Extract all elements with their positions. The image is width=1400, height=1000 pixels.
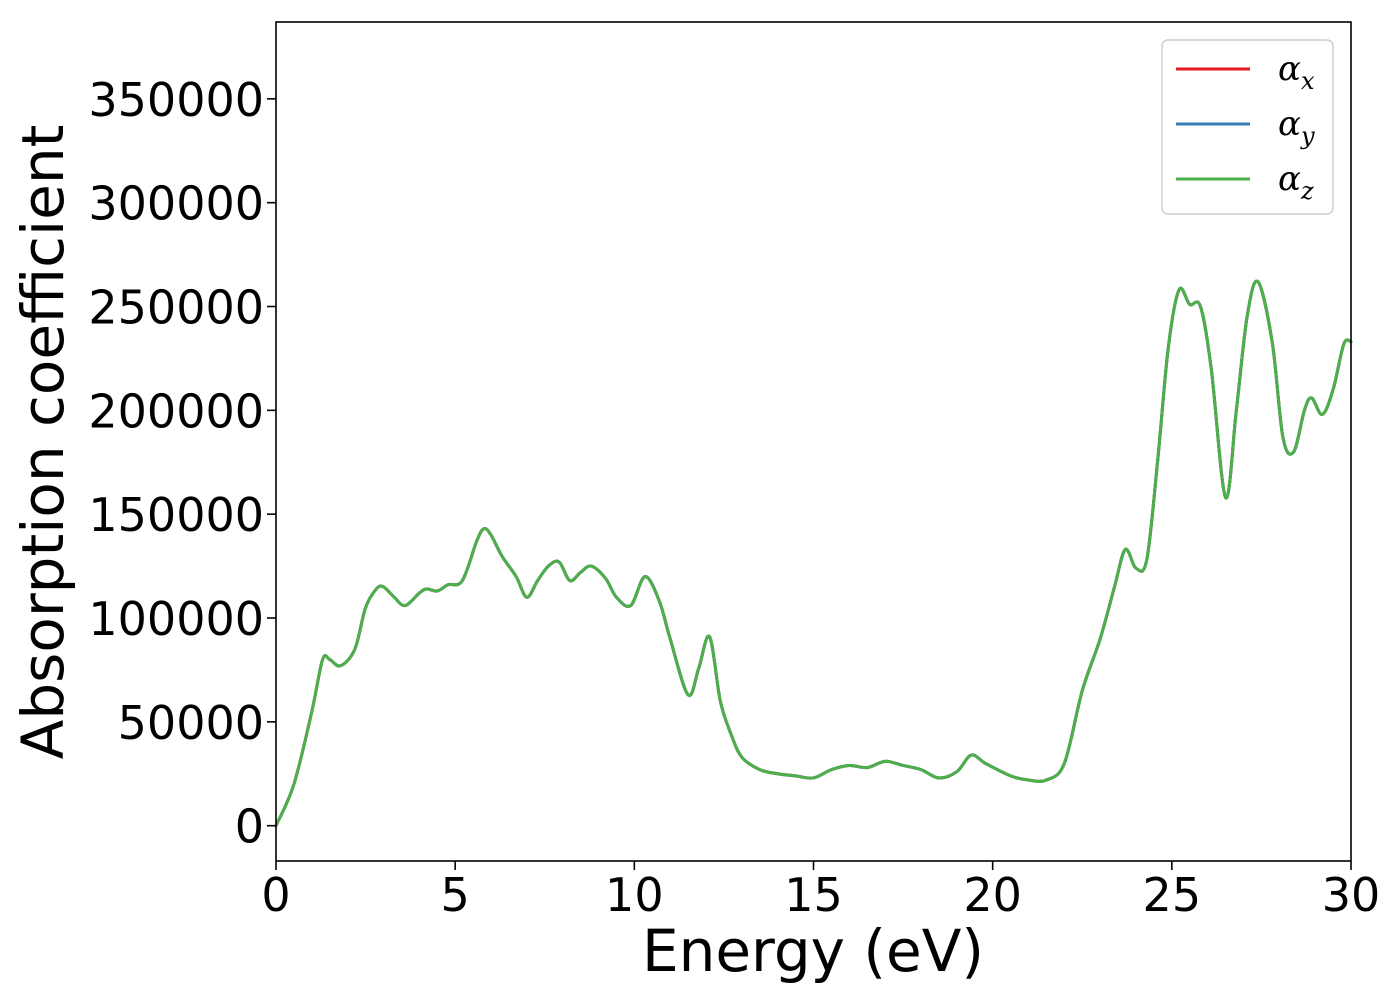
legend-label-base: α (1278, 159, 1301, 199)
legend-box (1161, 39, 1334, 215)
legend-label-subscript: y (1300, 122, 1315, 150)
x-tick-label: 25 (1143, 868, 1202, 922)
x-tick-label: 20 (963, 868, 1022, 922)
x-tick-label: 15 (784, 868, 843, 922)
x-axis: 0 5 10 15 20 25 30 (261, 861, 1380, 922)
series-line-z (274, 279, 1353, 828)
series-line-x (274, 279, 1353, 828)
x-tick-label: 5 (441, 868, 470, 922)
y-tick-label: 350000 (88, 73, 264, 127)
legend-label-base: α (1278, 49, 1301, 89)
legend-label-base: α (1278, 104, 1301, 144)
y-axis-title: Absorption coefficient (9, 125, 77, 760)
x-tick-label: 10 (605, 868, 664, 922)
y-tick-label: 0 (235, 800, 264, 854)
legend-label-z: αz (1278, 159, 1314, 205)
y-axis: 0 50000 100000 150000 200000 250000 300000 3500… (88, 73, 276, 854)
y-tick-label: 200000 (88, 384, 264, 438)
x-tick-label: 0 (261, 868, 290, 922)
series-line-y (274, 279, 1353, 828)
legend-label-x: αx (1278, 49, 1315, 95)
legend-label-y: αy (1278, 104, 1315, 150)
y-tick-label: 100000 (88, 592, 264, 646)
x-axis-title: Energy (eV) (642, 917, 984, 985)
legend-label-subscript: x (1301, 67, 1315, 95)
y-tick-label: 250000 (88, 281, 264, 335)
y-tick-label: 150000 (88, 488, 264, 542)
y-tick-label: 50000 (118, 696, 264, 750)
y-tick-label: 300000 (88, 177, 264, 231)
x-tick-label: 30 (1322, 868, 1381, 922)
legend-label-subscript: z (1300, 177, 1314, 205)
series-layer (274, 279, 1353, 828)
